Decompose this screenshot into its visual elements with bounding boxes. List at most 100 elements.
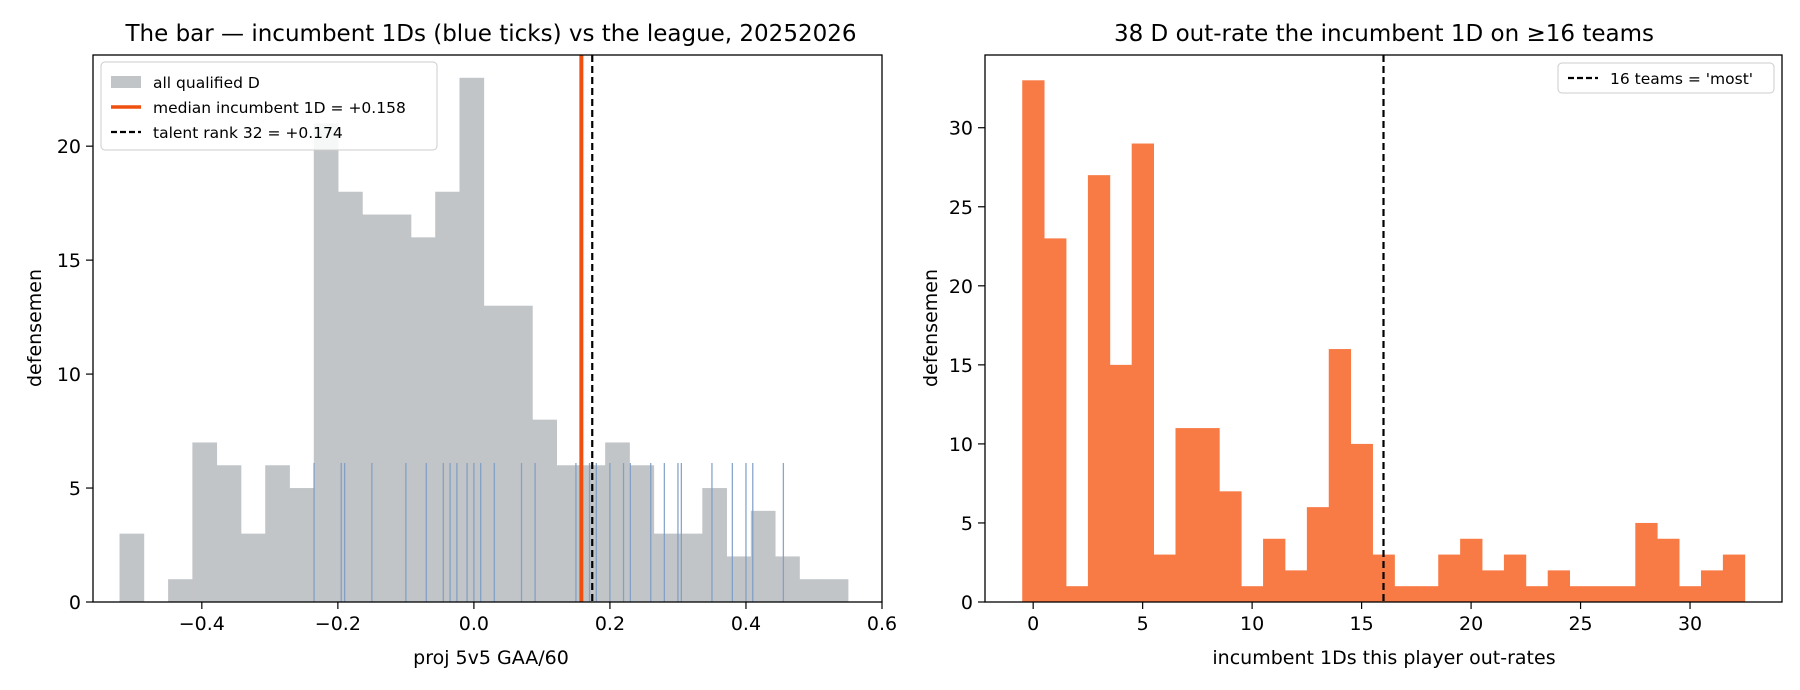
histogram-bar <box>1569 586 1592 602</box>
legend-label: all qualified D <box>153 74 260 92</box>
histogram-bar <box>435 191 460 602</box>
x-tick-label: 0.0 <box>459 613 489 635</box>
y-tick-label: 0 <box>69 592 81 614</box>
histogram-bar <box>1087 175 1111 603</box>
histogram-bar <box>1022 80 1045 602</box>
legend-box <box>100 61 438 151</box>
histogram-bar <box>1700 570 1724 602</box>
legend-swatch <box>111 76 141 88</box>
legend-label: median incumbent 1D = +0.158 <box>153 99 406 117</box>
right-chart-ylabel: defensemen <box>920 269 942 387</box>
y-tick-label: 10 <box>949 434 973 456</box>
histogram-bar <box>338 191 363 602</box>
right-axes-frame <box>984 54 1783 603</box>
x-tick-label: 15 <box>1350 613 1374 635</box>
histogram-bar <box>775 556 800 602</box>
histogram-bar <box>168 579 193 602</box>
incumbent-ticks <box>313 462 785 602</box>
histogram-bar <box>362 214 388 602</box>
histogram-bar <box>1547 570 1571 602</box>
y-tick-label: 20 <box>57 136 81 158</box>
histogram-bar <box>629 465 655 602</box>
histogram-bar <box>823 579 849 602</box>
histogram-bar <box>1153 554 1176 602</box>
histogram-bar <box>556 465 582 602</box>
x-tick-label: 20 <box>1459 613 1483 635</box>
y-tick-label: 5 <box>69 478 81 500</box>
histogram-bar <box>1679 586 1702 602</box>
histogram-bar <box>1350 443 1373 602</box>
right-chart-xlabel: incumbent 1Ds this player out-rates <box>1212 647 1555 669</box>
legend-box <box>1557 62 1775 94</box>
histogram-bar <box>1525 586 1549 602</box>
left-chart-panel: The bar — incumbent 1Ds (blue ticks) vs … <box>24 21 897 669</box>
histogram-bar <box>1131 143 1154 602</box>
histogram-bar <box>216 465 242 602</box>
right-chart-title: 38 D out-rate the incumbent 1D on ≥16 te… <box>1114 21 1654 47</box>
right-legend: 16 teams = 'most' <box>1557 62 1775 94</box>
left-axes-frame <box>92 54 883 603</box>
histogram-bar <box>653 533 679 602</box>
x-tick-label: 30 <box>1678 613 1702 635</box>
legend-label: talent rank 32 = +0.174 <box>153 124 343 142</box>
histogram-bar <box>410 237 436 603</box>
histogram-bar <box>1175 428 1198 602</box>
histogram-bar <box>1284 570 1308 602</box>
histogram-bar <box>726 556 752 602</box>
x-tick-label: 0 <box>1027 613 1039 635</box>
histogram-bar <box>605 442 630 602</box>
histogram-bar <box>508 305 533 602</box>
histogram-bar <box>119 533 145 602</box>
histogram-bar <box>483 305 509 602</box>
x-tick-label: 0.2 <box>595 613 625 635</box>
histogram-bar <box>1460 538 1483 602</box>
histogram-bar <box>1394 586 1417 602</box>
y-tick-label: 15 <box>57 250 81 272</box>
y-tick-label: 15 <box>949 355 973 377</box>
y-tick-label: 5 <box>961 513 973 535</box>
histogram-bar <box>240 533 266 602</box>
histogram-bar <box>1109 364 1133 602</box>
histogram-bar <box>1044 238 1067 603</box>
histogram-bar <box>1328 349 1352 602</box>
right-bars <box>1022 80 1746 603</box>
histogram-bar <box>1657 538 1680 602</box>
y-tick-label: 25 <box>949 197 973 219</box>
left-legend: all qualified D median incumbent 1D = +0.… <box>100 61 438 151</box>
histogram-bar <box>1591 586 1614 602</box>
histogram-bar <box>1066 586 1089 602</box>
x-tick-label: 0.4 <box>731 613 761 635</box>
histogram-bar <box>1219 491 1242 602</box>
histogram-bar <box>289 488 315 602</box>
histogram-bar <box>1438 554 1461 602</box>
x-tick-label: 5 <box>1137 613 1149 635</box>
histogram-bar <box>1306 507 1330 602</box>
histogram-bar <box>1722 554 1746 602</box>
histogram-bar <box>678 533 703 602</box>
y-tick-label: 30 <box>949 118 973 140</box>
histogram-bar <box>1503 554 1527 602</box>
left-bars <box>119 77 849 603</box>
x-tick-label: 10 <box>1240 613 1264 635</box>
histogram-bar <box>313 123 339 602</box>
y-tick-label: 20 <box>949 276 973 298</box>
histogram-bar <box>1263 538 1286 602</box>
histogram-bar <box>1482 570 1505 602</box>
x-tick-label: 25 <box>1568 613 1592 635</box>
histogram-bar <box>799 579 825 602</box>
legend-label: 16 teams = 'most' <box>1610 70 1753 88</box>
histogram-bar <box>1416 586 1439 602</box>
histogram-bar <box>532 419 558 602</box>
left-chart-title: The bar — incumbent 1Ds (blue ticks) vs … <box>124 21 856 47</box>
right-chart-panel: 38 D out-rate the incumbent 1D on ≥16 te… <box>920 21 1783 669</box>
histogram-bar <box>459 77 485 602</box>
x-tick-label: −0.4 <box>179 613 225 635</box>
histogram-bar <box>1635 522 1658 602</box>
histogram-bar <box>192 442 218 602</box>
histogram-bar <box>386 214 412 602</box>
left-chart-ylabel: defensemen <box>24 269 46 387</box>
x-tick-label: 0.6 <box>867 613 897 635</box>
histogram-bar <box>265 465 290 602</box>
x-tick-label: −0.2 <box>315 613 361 635</box>
